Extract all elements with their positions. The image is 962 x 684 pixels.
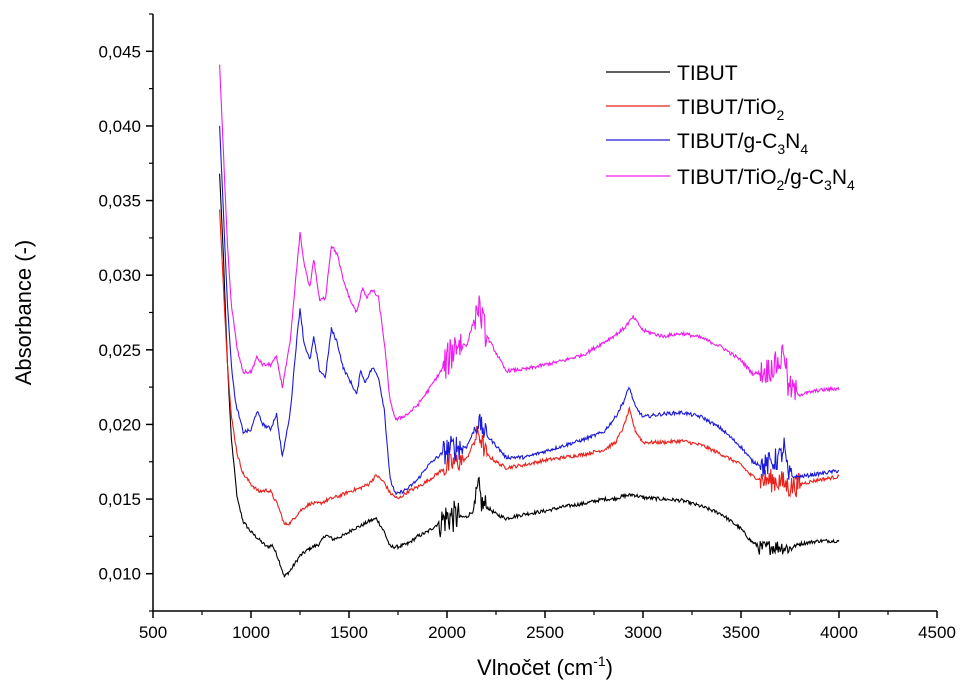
y-axis-title: Absorbance (-) [11,240,36,386]
y-tick-label: 0,030 [98,266,141,285]
x-tick-label: 1000 [232,623,270,642]
x-tick-label: 2500 [526,623,564,642]
y-tick-label: 0,010 [98,565,141,584]
y-tick-label: 0,025 [98,341,141,360]
plot-lines [219,64,840,578]
x-tick-label: 4000 [820,623,858,642]
series-line-1 [219,209,840,526]
y-tick-label: 0,045 [98,42,141,61]
legend-label-2: TIBUT/g-C3N4 [677,130,808,157]
axes: 500 1000 1500 2000 2500 3000 3500 4000 4500 0,010… [11,13,956,680]
legend: TIBUT TIBUT/TiO2 TIBUT/g-C3N4 TIBUT/TiO2/g-… [606,62,855,193]
x-tick-label: 3500 [722,623,760,642]
x-tick-label: 1500 [330,623,368,642]
series-line-3 [219,64,840,422]
series-line-0 [219,173,840,578]
y-tick-label: 0,035 [98,192,141,211]
y-tick-label: 0,015 [98,490,141,509]
x-tick-label: 2000 [428,623,466,642]
series-line-2 [219,125,840,496]
y-tick-label: 0,040 [98,117,141,136]
x-tick-label: 500 [139,623,167,642]
y-tick-label: 0,020 [98,415,141,434]
legend-label-0: TIBUT [677,62,738,85]
legend-label-3: TIBUT/TiO2/g-C3N4 [677,166,855,193]
x-axis-title: Vlnočet (cm-1) [477,653,613,680]
legend-label-1: TIBUT/TiO2 [677,96,785,123]
x-tick-label: 3000 [624,623,662,642]
x-tick-label: 4500 [918,623,956,642]
